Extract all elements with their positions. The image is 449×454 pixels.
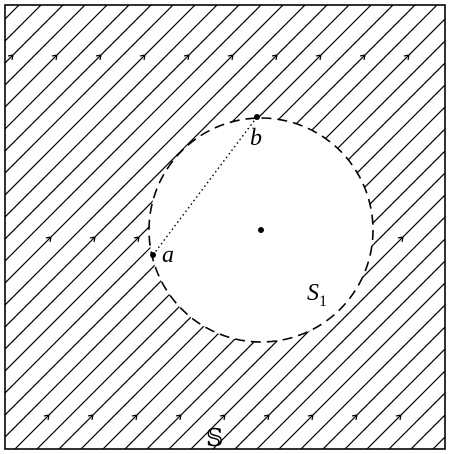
frame — [4, 4, 446, 450]
flow-line — [0, 0, 2, 454]
point-a — [150, 252, 156, 258]
label-a: a — [162, 242, 174, 268]
arrowhead — [315, 54, 322, 61]
flow-line — [300, 304, 445, 449]
arrowhead — [307, 414, 314, 421]
flow-line — [5, 5, 262, 262]
flow-line — [5, 5, 108, 108]
arrowhead — [271, 54, 278, 61]
dotted-chord — [152, 116, 258, 256]
arrowhead — [227, 54, 234, 61]
flow-line — [5, 5, 306, 306]
arrowhead — [175, 414, 182, 421]
flow-line — [5, 5, 130, 130]
arrowhead — [397, 236, 404, 243]
arrowhead — [183, 54, 190, 61]
arrowhead — [43, 414, 50, 421]
flow-line — [344, 348, 445, 449]
flow-line — [168, 172, 445, 449]
arrowhead — [89, 236, 96, 243]
arrowhead — [263, 414, 270, 421]
flow-line — [212, 216, 445, 449]
flow-line — [5, 5, 174, 174]
arrowhead — [219, 414, 226, 421]
arrowhead — [95, 54, 102, 61]
flow-line — [5, 5, 372, 372]
flow-line — [322, 326, 445, 449]
label-space: 𝕊 — [206, 426, 223, 452]
arrowhead — [133, 236, 140, 243]
flow-line — [5, 5, 86, 86]
arrowhead — [51, 54, 58, 61]
flow-line — [366, 370, 445, 449]
point-b — [254, 114, 260, 120]
flow-line — [190, 194, 445, 449]
arrowhead — [395, 414, 402, 421]
arrowhead — [139, 54, 146, 61]
flow-line — [5, 5, 218, 218]
arrowhead — [131, 414, 138, 421]
arrowhead — [87, 414, 94, 421]
label-b: b — [250, 125, 262, 151]
center — [258, 227, 264, 233]
flow-line — [5, 5, 240, 240]
flow-line — [5, 5, 196, 196]
arrowhead — [351, 414, 358, 421]
arrowhead — [7, 54, 14, 61]
flow-line — [5, 5, 350, 350]
flow-line — [5, 5, 152, 152]
label-s1: S1 — [307, 280, 327, 310]
arrowhead — [359, 54, 366, 61]
flow-line — [278, 282, 445, 449]
flow-line — [5, 5, 284, 284]
flow-line — [234, 238, 445, 449]
flow-line — [256, 260, 445, 449]
arrowhead — [403, 54, 410, 61]
arrowhead — [45, 236, 52, 243]
flow-line — [5, 5, 328, 328]
